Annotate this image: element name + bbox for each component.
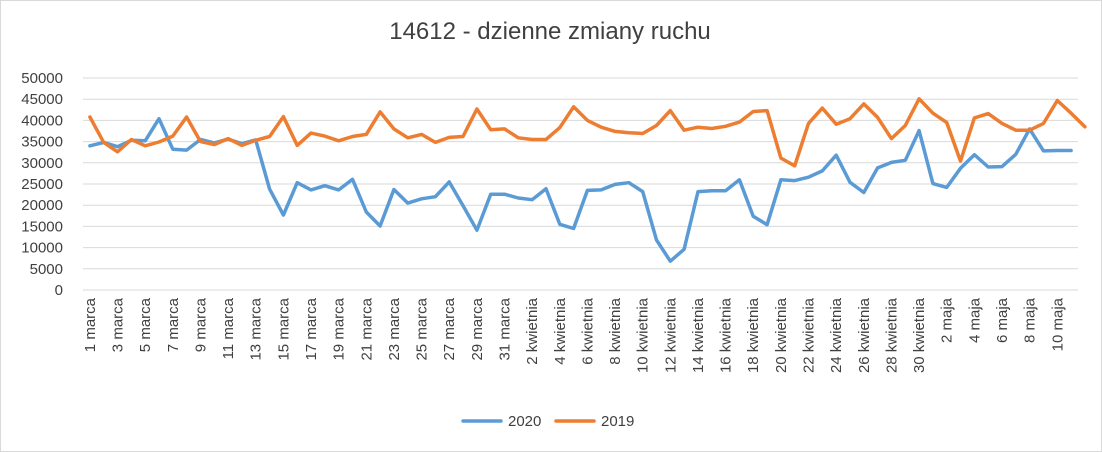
y-tick-label: 25000	[21, 176, 63, 193]
y-tick-label: 20000	[21, 197, 63, 214]
x-tick-label: 8 maja	[1022, 297, 1039, 343]
y-tick-label: 30000	[21, 155, 63, 172]
x-tick-label: 31 marca	[496, 297, 513, 360]
x-tick-label: 26 kwietnia	[856, 297, 873, 373]
x-tick-label: 4 maja	[966, 297, 983, 343]
y-tick-label: 0	[55, 282, 63, 299]
x-tick-label: 12 kwietnia	[662, 297, 679, 373]
x-tick-label: 2 kwietnia	[524, 297, 541, 364]
legend-label-2020: 2020	[508, 413, 541, 430]
x-tick-label: 17 marca	[303, 297, 320, 360]
x-tick-label: 8 kwietnia	[607, 297, 624, 364]
x-tick-label: 3 marca	[110, 297, 127, 352]
x-tick-label: 15 marca	[275, 297, 292, 360]
x-tick-label: 22 kwietnia	[801, 297, 818, 373]
series-line-2019	[88, 97, 1087, 168]
x-tick-label: 2 maja	[939, 297, 956, 343]
y-tick-label: 15000	[21, 218, 63, 235]
y-tick-label: 10000	[21, 240, 63, 257]
series-lines	[88, 97, 1087, 263]
x-tick-label: 5 marca	[137, 297, 154, 352]
x-tick-label: 10 maja	[1049, 297, 1066, 351]
x-tick-label: 1 marca	[82, 297, 99, 352]
series-line-2020	[88, 116, 1073, 263]
x-tick-label: 9 marca	[192, 297, 209, 352]
y-tick-label: 45000	[21, 91, 63, 108]
x-tick-label: 4 kwietnia	[552, 297, 569, 364]
x-tick-label: 18 kwietnia	[745, 297, 762, 373]
y-tick-label: 5000	[30, 261, 63, 278]
legend-label-2019: 2019	[601, 413, 634, 430]
x-tick-label: 28 kwietnia	[883, 297, 900, 373]
y-axis-ticks: 0 5000 10000 15000 20000 25000 30000 35000 40000…	[21, 70, 63, 299]
x-tick-label: 7 marca	[165, 297, 182, 352]
y-tick-label: 40000	[21, 112, 63, 129]
x-tick-label: 23 marca	[386, 297, 403, 360]
x-tick-label: 10 kwietnia	[635, 297, 652, 373]
x-tick-label: 6 kwietnia	[579, 297, 596, 364]
x-tick-label: 27 marca	[441, 297, 458, 360]
x-tick-label: 6 maja	[994, 297, 1011, 343]
x-tick-label: 16 kwietnia	[718, 297, 735, 373]
x-tick-label: 19 marca	[331, 297, 348, 360]
x-tick-label: 25 marca	[414, 297, 431, 360]
y-tick-label: 50000	[21, 70, 63, 87]
x-tick-label: 24 kwietnia	[828, 297, 845, 373]
x-axis-ticks: 1 marca 3 marca 5 marca 7 marca 9 marca 11 ma…	[82, 297, 1066, 373]
x-tick-label: 21 marca	[358, 297, 375, 360]
y-tick-label: 35000	[21, 134, 63, 151]
x-tick-label: 11 marca	[220, 297, 237, 359]
x-tick-label: 30 kwietnia	[911, 297, 928, 373]
x-tick-label: 14 kwietnia	[690, 297, 707, 373]
x-tick-label: 29 marca	[469, 297, 486, 360]
x-tick-label: 13 marca	[248, 297, 265, 360]
chart-title: 14612 - dzienne zmiany ruchu	[389, 18, 711, 45]
x-tick-label: 20 kwietnia	[773, 297, 790, 373]
legend: 2020 2019	[461, 413, 634, 430]
